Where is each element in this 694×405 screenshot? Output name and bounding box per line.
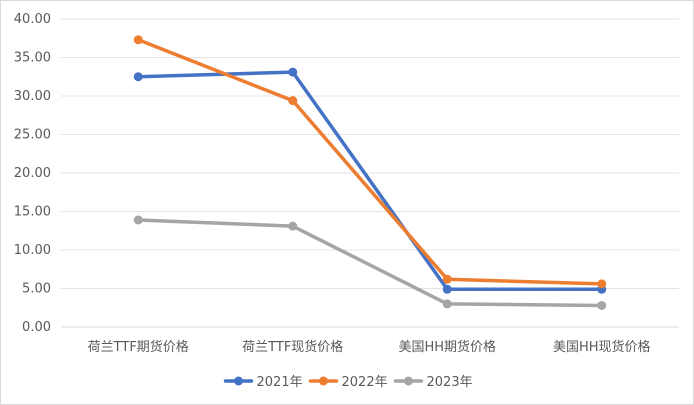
series-line	[136, 218, 604, 308]
data-point	[288, 221, 298, 231]
x-tick-label: 荷兰TTF期货价格	[88, 339, 189, 355]
series-line	[136, 38, 604, 286]
data-point	[133, 72, 143, 82]
x-tick-label: 美国HH期货价格	[398, 339, 496, 355]
legend-item: 2023年	[393, 375, 473, 390]
y-tick-label: 25.00	[14, 128, 51, 143]
legend-swatch-marker	[234, 376, 243, 386]
x-tick-label: 美国HH现货价格	[553, 339, 651, 355]
y-tick-label: 40.00	[14, 12, 51, 27]
y-tick-label: 30.00	[14, 89, 51, 104]
x-tick-label: 荷兰TTF现货价格	[242, 339, 343, 355]
y-tick-label: 35.00	[14, 51, 51, 66]
legend-label: 2022年	[342, 375, 388, 390]
legend-swatch-marker	[319, 376, 328, 386]
data-point	[442, 274, 452, 284]
y-tick-label: 15.00	[14, 205, 51, 220]
data-point	[133, 215, 143, 225]
data-point	[288, 96, 298, 106]
y-tick-label: 5.00	[22, 282, 51, 297]
y-tick-label: 0.00	[22, 320, 51, 335]
legend-label: 2021年	[257, 375, 303, 390]
y-tick-label: 10.00	[14, 243, 51, 258]
data-point	[442, 284, 452, 294]
data-point	[442, 299, 452, 309]
data-point	[288, 67, 298, 77]
data-point	[597, 279, 607, 289]
data-point	[597, 300, 607, 310]
legend-item: 2022年	[308, 375, 388, 390]
y-tick-label: 20.00	[14, 166, 51, 181]
series-line	[136, 70, 604, 292]
legend-swatch-marker	[404, 376, 413, 386]
legend-item: 2021年	[223, 375, 303, 390]
legend-label: 2023年	[427, 375, 473, 390]
data-point	[133, 35, 143, 45]
